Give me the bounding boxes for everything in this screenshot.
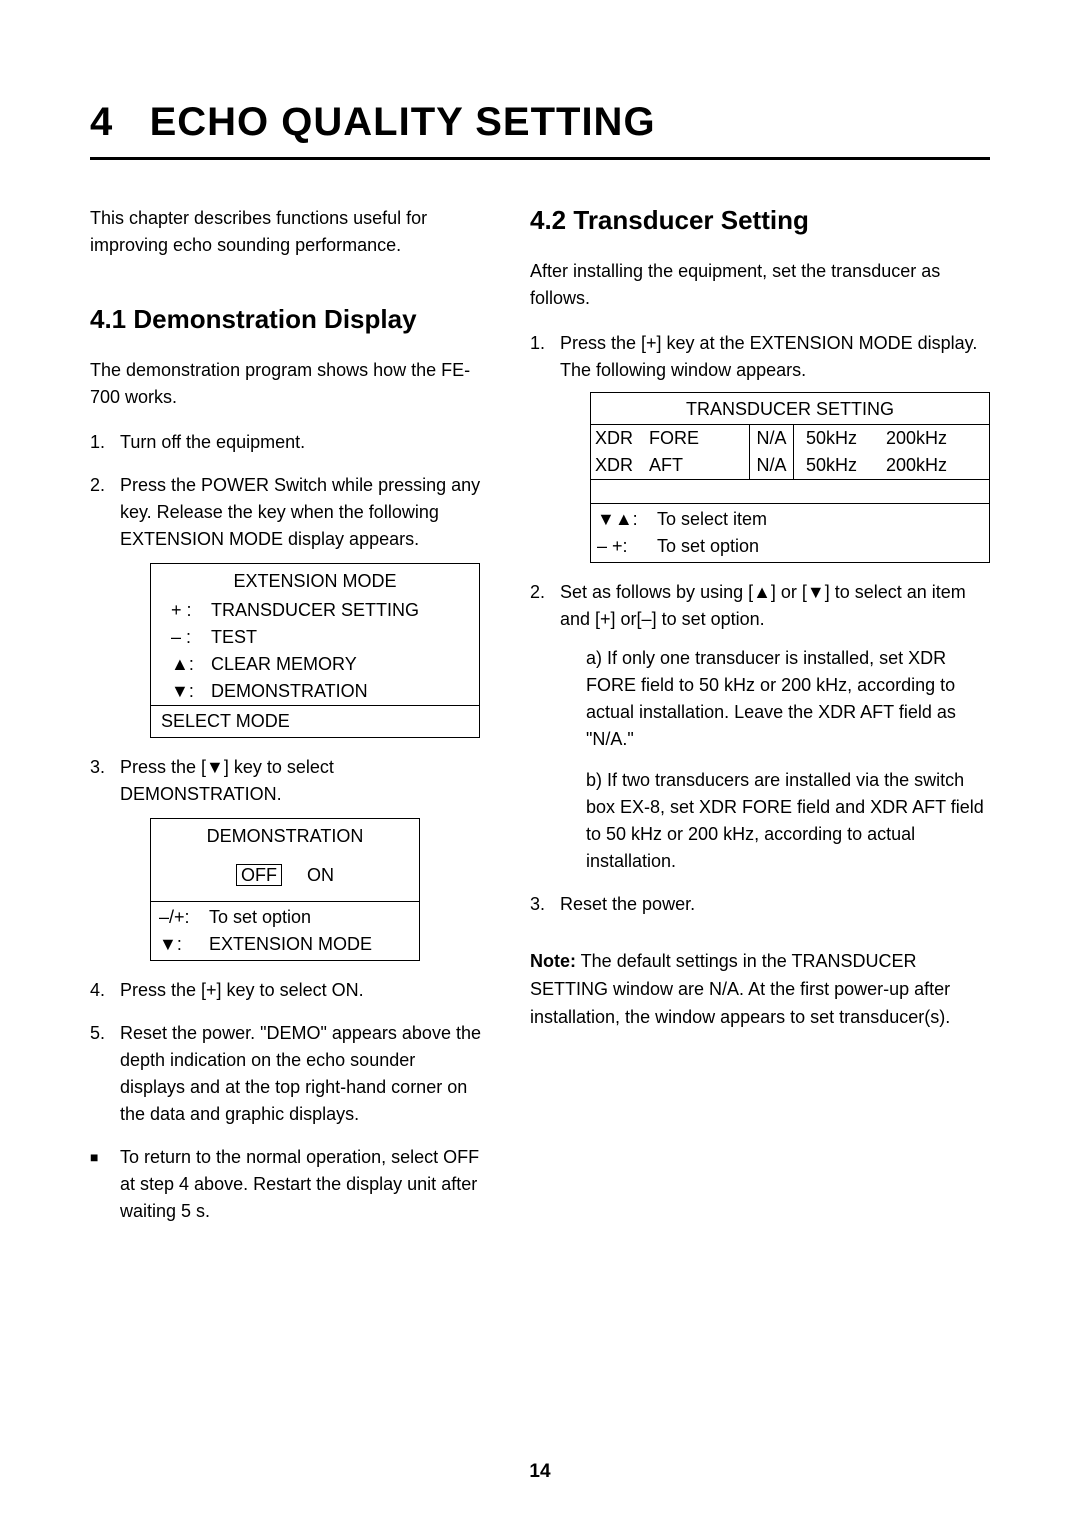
footer-label: EXTENSION MODE <box>209 931 372 958</box>
section-4-1-lead: The demonstration program shows how the … <box>90 357 485 411</box>
note-text: The default settings in the TRANSDUCER S… <box>530 951 950 1027</box>
chapter-number: 4 <box>90 100 113 144</box>
section-4-2-steps: Press the [+] key at the EXTENSION MODE … <box>530 330 990 918</box>
footer-symbol: –/+: <box>159 904 209 931</box>
transducer-footer: ▼▲: To select item – +: To set option <box>591 503 989 562</box>
step-2: Press the POWER Switch while pressing an… <box>90 472 485 738</box>
extension-row: + : TRANSDUCER SETTING <box>151 597 479 624</box>
row-label: TRANSDUCER SETTING <box>211 597 469 624</box>
chapter-intro: This chapter describes functions useful … <box>90 205 485 259</box>
transducer-row: XDR AFT N/A 50kHz 200kHz <box>591 452 989 479</box>
demo-options: OFF ON <box>151 852 419 901</box>
step-5: Reset the power. "DEMO" appears above th… <box>90 1020 485 1128</box>
step-3: Press the [▼] key to select DEMONSTRATIO… <box>90 754 485 961</box>
demo-off: OFF <box>236 864 282 886</box>
row-symbol: + : <box>161 597 211 624</box>
extension-mode-footer: SELECT MODE <box>151 705 479 737</box>
sub-a: a) If only one transducer is installed, … <box>586 645 990 753</box>
step-4: Press the [+] key to select ON. <box>90 977 485 1004</box>
extension-mode-title: EXTENSION MODE <box>151 564 479 597</box>
row-symbol: ▲: <box>161 651 211 678</box>
row-label: DEMONSTRATION <box>211 678 469 705</box>
demo-footer: –/+: To set option ▼: EXTENSION MODE <box>151 901 419 960</box>
row-symbol: – : <box>161 624 211 651</box>
sub-b: b) If two transducers are installed via … <box>586 767 990 875</box>
transducer-row: XDR FORE N/A 50kHz 200kHz <box>591 425 989 452</box>
right-column: 4.2 Transducer Setting After installing … <box>530 205 990 1241</box>
footer-symbol: ▼: <box>159 931 209 958</box>
transducer-box: TRANSDUCER SETTING XDR FORE N/A 50kHz 20… <box>590 392 990 563</box>
footer-label: To set option <box>209 904 311 931</box>
row-symbol: ▼: <box>161 678 211 705</box>
demonstration-box: DEMONSTRATION OFF ON –/+: To set option … <box>150 818 420 961</box>
footer-label: To set option <box>657 533 759 560</box>
extension-row: ▲: CLEAR MEMORY <box>151 651 479 678</box>
row-label: TEST <box>211 624 469 651</box>
chapter-name: ECHO QUALITY SETTING <box>150 100 656 144</box>
chapter-title: 4 ECHO QUALITY SETTING <box>90 100 990 160</box>
left-column: This chapter describes functions useful … <box>90 205 485 1241</box>
footer-label: To select item <box>657 506 767 533</box>
extension-mode-box: EXTENSION MODE + : TRANSDUCER SETTING – … <box>150 563 480 738</box>
row-label: CLEAR MEMORY <box>211 651 469 678</box>
step-2: Set as follows by using [▲] or [▼] to se… <box>530 579 990 875</box>
extension-row: ▼: DEMONSTRATION <box>151 678 479 705</box>
section-4-1-heading: 4.1 Demonstration Display <box>90 304 485 335</box>
note: Note: The default settings in the TRANSD… <box>530 948 990 1032</box>
section-4-2-heading: 4.2 Transducer Setting <box>530 205 990 236</box>
note-label: Note: <box>530 951 576 971</box>
extension-row: – : TEST <box>151 624 479 651</box>
section-4-2-lead: After installing the equipment, set the … <box>530 258 990 312</box>
return-note: To return to the normal operation, selec… <box>90 1144 485 1225</box>
step-3: Reset the power. <box>530 891 990 918</box>
section-4-1-steps: Turn off the equipment. Press the POWER … <box>90 429 485 1128</box>
footer-symbol: – +: <box>597 533 657 560</box>
page-number: 14 <box>0 1461 1080 1483</box>
sub-steps: a) If only one transducer is installed, … <box>560 645 990 875</box>
demo-on: ON <box>307 865 334 885</box>
step-1: Turn off the equipment. <box>90 429 485 456</box>
footer-symbol: ▼▲: <box>597 506 657 533</box>
demo-title: DEMONSTRATION <box>151 819 419 852</box>
step-1: Press the [+] key at the EXTENSION MODE … <box>530 330 990 563</box>
transducer-title: TRANSDUCER SETTING <box>591 393 989 425</box>
